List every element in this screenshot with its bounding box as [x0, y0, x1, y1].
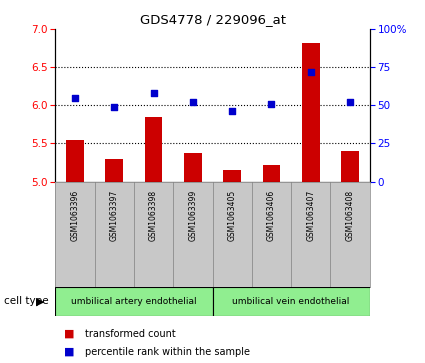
- Text: GSM1063406: GSM1063406: [267, 190, 276, 241]
- Text: umbilical vein endothelial: umbilical vein endothelial: [232, 297, 350, 306]
- Bar: [341, 151, 359, 182]
- Text: ■: ■: [64, 347, 74, 357]
- Text: percentile rank within the sample: percentile rank within the sample: [85, 347, 250, 357]
- Text: ▶: ▶: [36, 296, 45, 306]
- Point: [190, 99, 196, 105]
- Bar: [144, 117, 162, 182]
- Text: GSM1063408: GSM1063408: [346, 190, 354, 241]
- Bar: [212, 287, 370, 316]
- Bar: [223, 170, 241, 182]
- Text: umbilical artery endothelial: umbilical artery endothelial: [71, 297, 197, 306]
- Text: GSM1063407: GSM1063407: [306, 190, 315, 241]
- Title: GDS4778 / 229096_at: GDS4778 / 229096_at: [139, 13, 286, 26]
- Bar: [263, 165, 280, 182]
- Bar: [105, 159, 123, 182]
- Text: GSM1063398: GSM1063398: [149, 190, 158, 241]
- Point: [307, 69, 314, 75]
- Point: [71, 95, 78, 101]
- Point: [347, 99, 354, 105]
- Point: [111, 104, 118, 110]
- Point: [150, 90, 157, 96]
- Bar: [184, 152, 202, 182]
- Text: cell type: cell type: [4, 296, 49, 306]
- Bar: [302, 43, 320, 182]
- Text: GSM1063399: GSM1063399: [188, 190, 197, 241]
- Text: GSM1063396: GSM1063396: [71, 190, 79, 241]
- Text: GSM1063397: GSM1063397: [110, 190, 119, 241]
- Point: [268, 101, 275, 107]
- Bar: [66, 139, 84, 182]
- Bar: [55, 287, 212, 316]
- Text: transformed count: transformed count: [85, 329, 176, 339]
- Text: GSM1063405: GSM1063405: [228, 190, 237, 241]
- Text: ■: ■: [64, 329, 74, 339]
- Point: [229, 109, 235, 114]
